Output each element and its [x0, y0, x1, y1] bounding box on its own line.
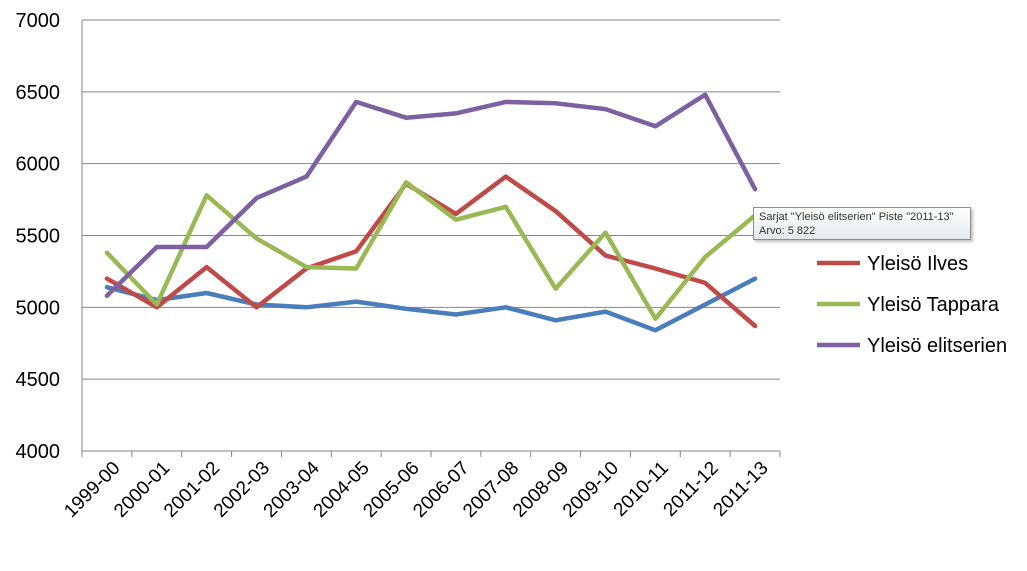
x-tick-label: 2011-13 — [709, 458, 772, 521]
legend-label: Yleisö Ilves — [867, 253, 968, 275]
tooltip-value: Arvo: 5 822 — [759, 225, 816, 237]
y-tick-label: 7000 — [16, 10, 61, 32]
data-point-tooltip: Sarjat "Yleisö elitserien" Piste "2011-1… — [753, 207, 971, 240]
y-tick-label: 6000 — [16, 154, 61, 176]
legend: Yleisö Ilves Yleisö Tappara Yleisö elitser… — [817, 253, 1007, 357]
series-line-3 — [104, 180, 758, 322]
y-tick-label: 5000 — [16, 297, 61, 319]
tooltip-series-point: Sarjat "Yleisö elitserien" Piste "2011-1… — [759, 211, 954, 223]
legend-label: Yleisö Tappara — [867, 294, 1000, 316]
gridlines — [82, 19, 780, 380]
y-axis-tick-labels: 4000 4500 5000 5500 6000 6500 7000 — [16, 10, 61, 463]
y-tick-label: 6500 — [16, 82, 61, 104]
series-line-4 — [104, 92, 758, 299]
series-line-1 — [104, 276, 758, 333]
series-lines — [104, 92, 758, 333]
x-tick-label: 2011-12 — [660, 458, 723, 521]
y-tick-label: 4000 — [16, 441, 61, 463]
y-tick-label: 5500 — [16, 226, 61, 248]
axes — [81, 20, 781, 457]
x-axis-tick-labels: 1999-002000-012001-022002-032003-042004-… — [60, 457, 772, 521]
x-tick-label: 2010-11 — [610, 458, 673, 521]
legend-label: Yleisö elitserien — [867, 335, 1007, 357]
x-tick-label: 2009-10 — [559, 458, 623, 522]
y-tick-label: 4500 — [16, 369, 61, 391]
